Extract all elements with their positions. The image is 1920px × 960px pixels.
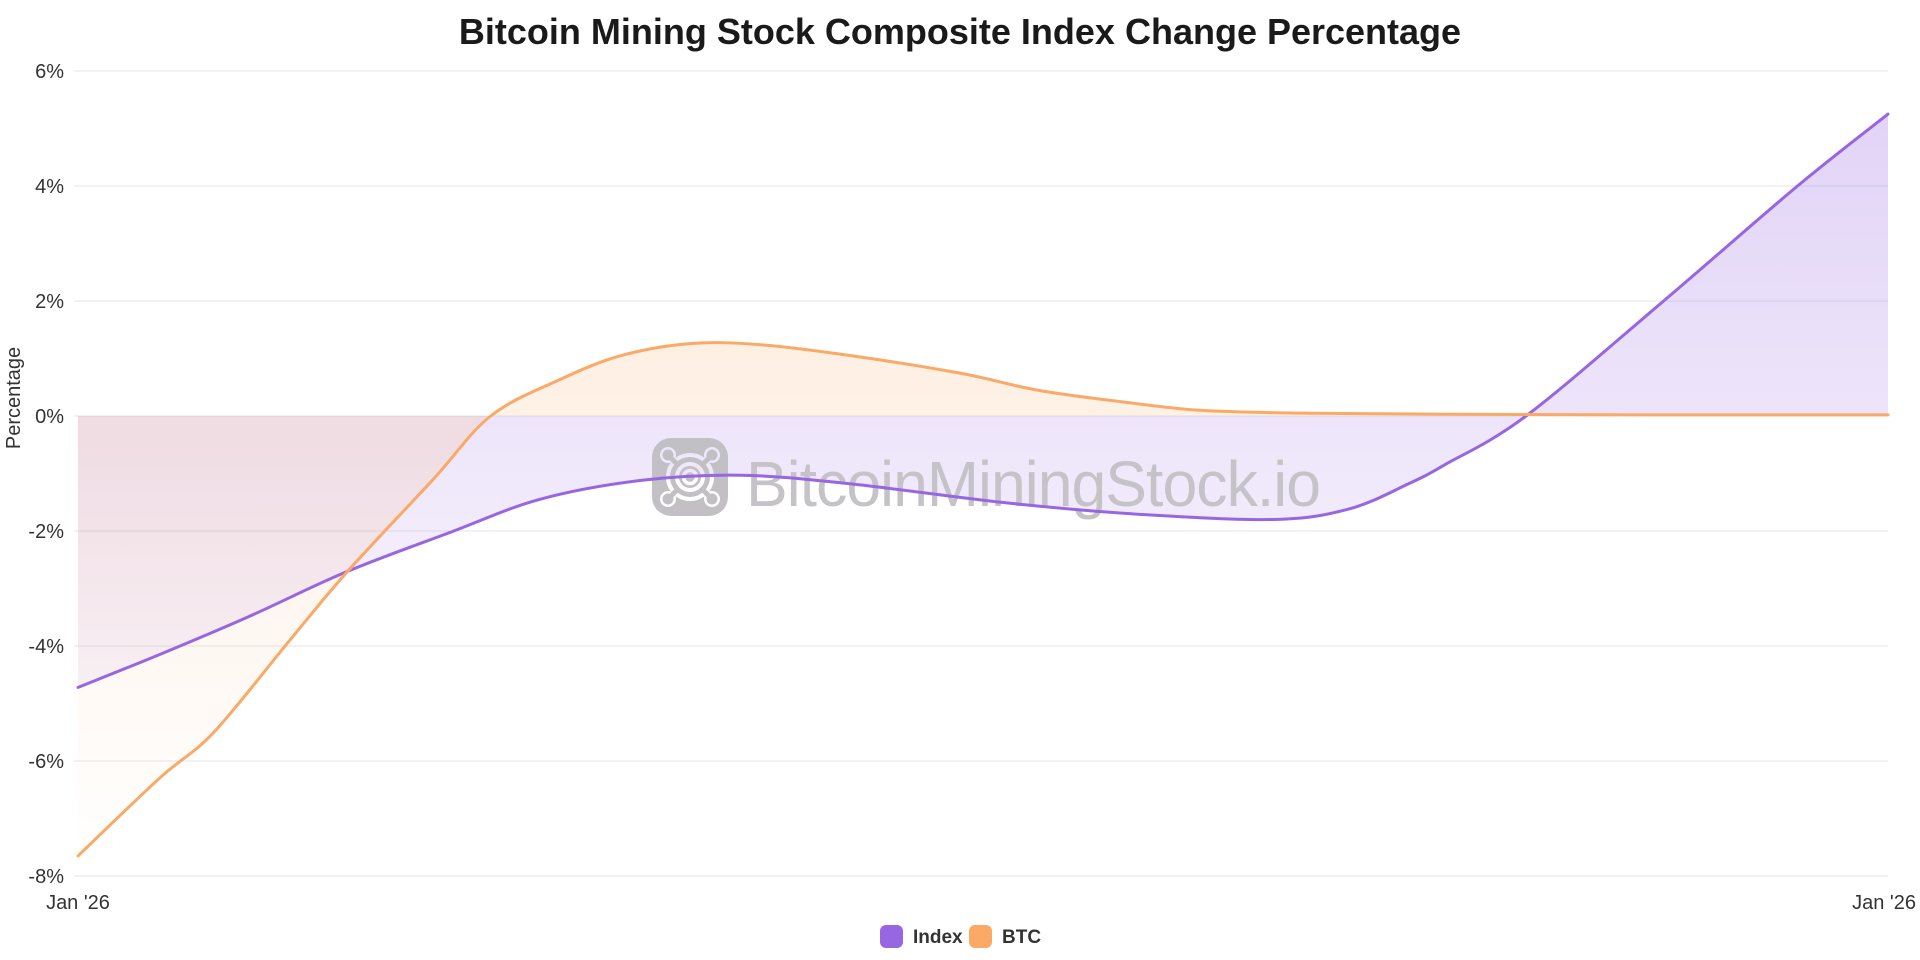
legend-item-index[interactable]: Index bbox=[880, 925, 963, 948]
y-tick-label-6: 6% bbox=[35, 61, 64, 83]
x-tick-left: Jan '26 bbox=[46, 892, 110, 914]
y-tick-label-2: 2% bbox=[35, 291, 64, 313]
index-line bbox=[76, 112, 1890, 689]
x-tick-right: Jan '26 bbox=[1852, 892, 1916, 914]
series-lines bbox=[76, 112, 1890, 858]
legend-swatch-index bbox=[880, 925, 903, 948]
legend-item-btc[interactable]: BTC bbox=[969, 925, 1041, 948]
y-tick-label-4: 4% bbox=[35, 176, 64, 198]
y-tick-label--8: -8% bbox=[28, 866, 64, 888]
y-tick-label--6: -6% bbox=[28, 751, 64, 773]
y-axis-title: Percentage bbox=[3, 347, 25, 449]
legend-label-btc: BTC bbox=[1002, 927, 1041, 948]
legend-swatch-btc bbox=[969, 925, 992, 948]
chart-title: Bitcoin Mining Stock Composite Index Cha… bbox=[459, 11, 1461, 52]
legend: Index BTC bbox=[880, 925, 1041, 948]
y-tick-label-0: 0% bbox=[35, 406, 64, 428]
y-tick-label--4: -4% bbox=[28, 636, 64, 658]
btc-line bbox=[76, 341, 1890, 858]
y-gridlines: 6% 4% 2% 0% -2% -4% -6% -8% bbox=[28, 61, 1888, 888]
plot-area[interactable] bbox=[78, 71, 1888, 876]
y-tick-label--2: -2% bbox=[28, 521, 64, 543]
legend-label-index: Index bbox=[913, 927, 963, 948]
